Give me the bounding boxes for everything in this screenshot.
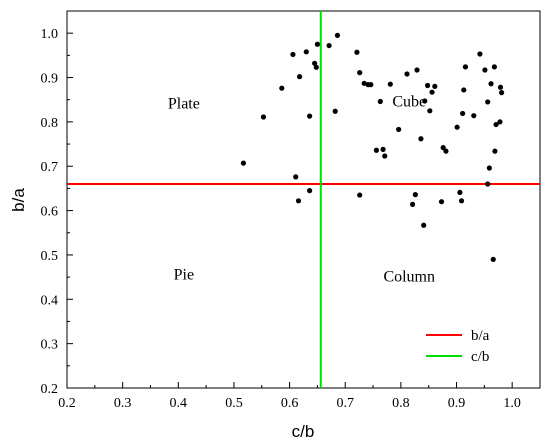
scatter-point [440, 145, 446, 151]
scatter-point [432, 83, 438, 89]
x-tick-label: 0.5 [225, 396, 243, 411]
scatter-point [303, 49, 309, 55]
scatter-point [438, 199, 445, 205]
region-label-cube: Cube [392, 93, 426, 110]
y-tick-label: 0.7 [41, 160, 59, 175]
scatter-point [368, 82, 374, 88]
scatter-point [488, 81, 494, 87]
scatter-point [314, 41, 321, 47]
scatter-point [497, 119, 503, 125]
scatter-point [429, 89, 435, 95]
x-tick-label: 0.9 [448, 396, 466, 411]
scatter-point [471, 113, 477, 119]
scatter-point [312, 60, 318, 66]
legend: b/a c/b [426, 328, 490, 365]
y-tick-label: 0.2 [41, 382, 59, 397]
scatter-point [458, 198, 465, 204]
scatter-point [422, 98, 428, 104]
data-points [240, 32, 505, 262]
scatter-point [477, 51, 483, 57]
scatter-point [443, 148, 449, 154]
scatter-point [462, 64, 469, 70]
scatter-point [418, 136, 424, 142]
scatter-point [295, 198, 302, 204]
scatter-point [293, 174, 299, 180]
reference-lines [67, 11, 540, 388]
x-axis-title: c/b [292, 422, 315, 441]
scatter-point [377, 98, 383, 105]
scatter-point [404, 71, 410, 77]
scatter-point [454, 124, 460, 130]
scatter-point [357, 192, 363, 198]
scatter-point [240, 160, 247, 166]
scatter-point [326, 42, 332, 49]
scatter-point [497, 84, 504, 90]
scatter-point [427, 108, 433, 114]
y-axis-tick-labels: 0.2 0.3 0.4 0.5 0.6 0.7 0.8 0.9 1.0 [41, 27, 59, 397]
x-tick-label: 0.7 [336, 396, 354, 411]
y-tick-label: 0.3 [41, 338, 59, 353]
scatter-point [279, 85, 285, 91]
x-tick-label: 0.2 [58, 396, 76, 411]
y-tick-label: 0.6 [41, 205, 59, 220]
scatter-point [357, 70, 363, 76]
scatter-point [490, 256, 496, 262]
region-label-pie: Pie [174, 266, 194, 283]
scatter-point [307, 188, 313, 194]
scatter-point [332, 108, 338, 114]
scatter-point [492, 148, 498, 154]
y-tick-label: 0.9 [41, 72, 59, 87]
scatter-point [334, 32, 341, 38]
x-tick-label: 0.4 [170, 396, 188, 411]
x-tick-label: 0.6 [281, 396, 299, 411]
y-tick-label: 0.5 [41, 249, 59, 264]
legend-label-b-over-a: b/a [471, 328, 490, 344]
scatter-point [482, 67, 488, 73]
y-tick-label: 0.8 [41, 116, 59, 131]
scatter-point [290, 51, 296, 58]
scatter-point [499, 90, 505, 96]
x-tick-label: 0.8 [392, 396, 410, 411]
scatter-point [486, 165, 492, 171]
scatter-point [491, 64, 497, 70]
scatter-point [457, 189, 463, 196]
scatter-point [380, 146, 386, 152]
region-label-plate: Plate [168, 96, 200, 113]
y-axis-ticks [67, 32, 73, 389]
scatter-point [461, 87, 467, 93]
x-axis-tick-labels: 0.2 0.3 0.4 0.5 0.6 0.7 0.8 0.9 1.0 [58, 396, 521, 411]
x-axis-ticks [66, 382, 513, 388]
scatter-point [396, 126, 402, 133]
scatter-point [382, 153, 388, 159]
x-tick-label: 0.3 [114, 396, 132, 411]
region-labels: Plate Cube Pie Column [168, 93, 435, 285]
y-axis-title: b/a [9, 188, 28, 212]
y-tick-label: 1.0 [41, 27, 59, 42]
region-label-column: Column [383, 269, 435, 286]
scatter-point [387, 81, 393, 87]
scatter-point [313, 64, 319, 70]
x-tick-label: 1.0 [503, 396, 521, 411]
scatter-point [260, 114, 267, 120]
scatter-point [421, 222, 427, 228]
scatter-point [412, 192, 418, 198]
scatter-point [354, 49, 360, 55]
scatter-point [409, 201, 416, 207]
scatter-point [485, 181, 491, 187]
legend-label-c-over-b: c/b [471, 349, 489, 365]
scatter-point [414, 67, 420, 73]
plot-frame [66, 10, 541, 389]
scatter-point [460, 110, 466, 117]
y-tick-label: 0.4 [41, 293, 59, 308]
scatter-point [297, 74, 303, 80]
scatter-point [307, 113, 313, 119]
scatter-point [424, 82, 431, 89]
scatter-point [493, 121, 499, 128]
scatter-point [373, 147, 379, 153]
scatter-point [485, 99, 491, 105]
